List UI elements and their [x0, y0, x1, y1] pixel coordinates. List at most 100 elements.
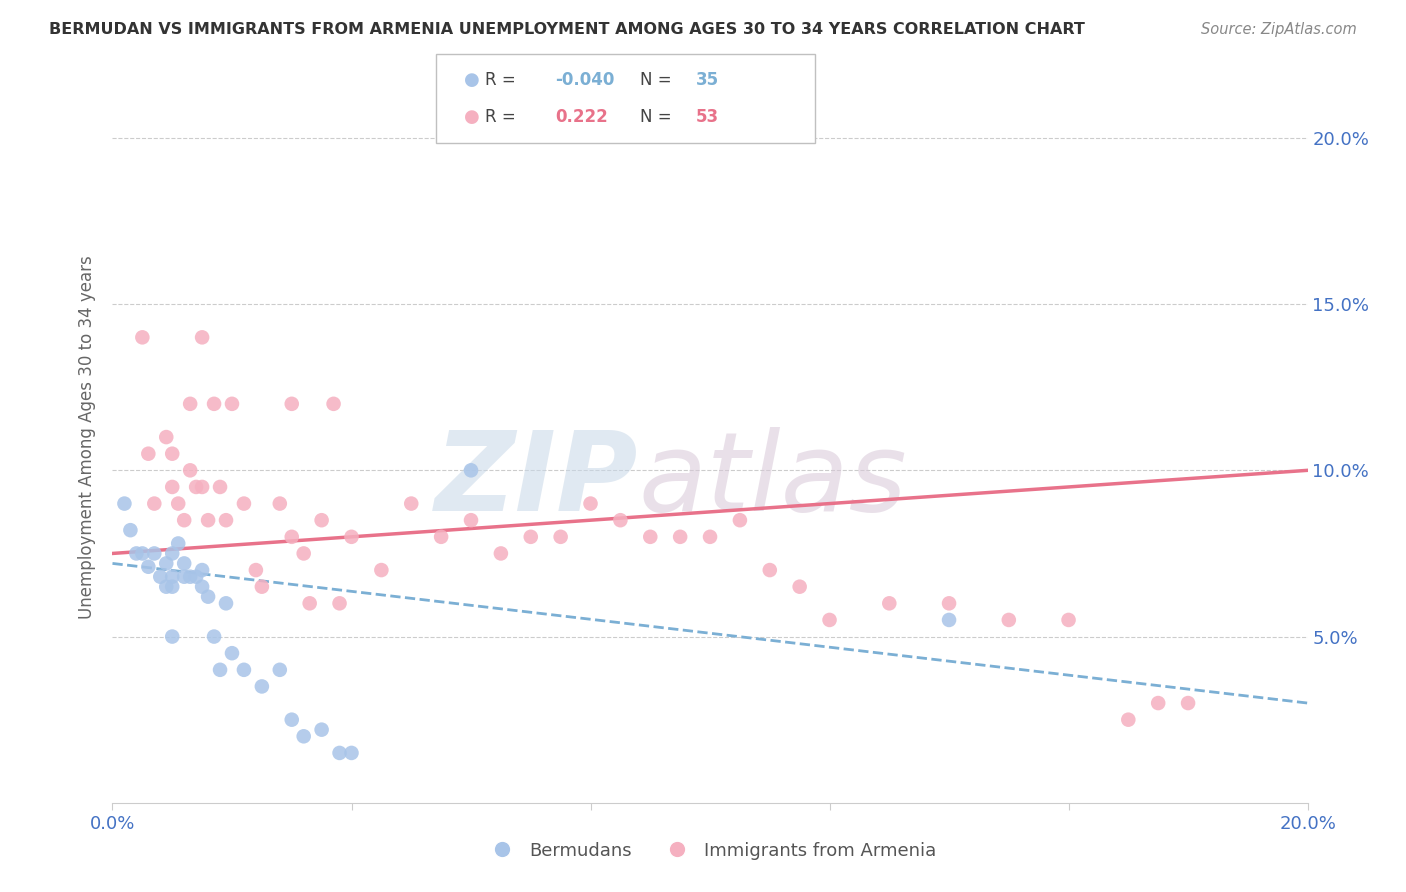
Text: 53: 53 — [696, 109, 718, 127]
Point — [173, 557, 195, 571]
Point — [329, 596, 352, 610]
Point — [879, 596, 901, 610]
Point — [149, 570, 172, 584]
Point — [155, 580, 177, 594]
Text: ●: ● — [464, 71, 479, 89]
Point — [138, 559, 160, 574]
Point — [281, 530, 304, 544]
Point — [221, 646, 243, 660]
Point — [138, 447, 160, 461]
Point — [311, 513, 333, 527]
Point — [162, 447, 183, 461]
Point — [202, 630, 225, 644]
Point — [155, 557, 177, 571]
Point — [143, 497, 166, 511]
Point — [191, 580, 214, 594]
Text: 0.222: 0.222 — [555, 109, 609, 127]
Point — [120, 523, 142, 537]
Point — [162, 580, 183, 594]
Point — [131, 330, 153, 344]
Point — [186, 570, 208, 584]
Point — [292, 729, 315, 743]
Point — [250, 680, 273, 694]
Point — [329, 746, 352, 760]
Point — [340, 746, 363, 760]
Point — [281, 397, 304, 411]
Text: -0.040: -0.040 — [555, 71, 614, 89]
Point — [162, 546, 183, 560]
Point — [699, 530, 721, 544]
Legend: Bermudans, Immigrants from Armenia: Bermudans, Immigrants from Armenia — [477, 835, 943, 867]
Point — [281, 713, 304, 727]
Point — [173, 570, 195, 584]
Point — [143, 546, 166, 560]
Point — [197, 513, 219, 527]
Point — [298, 596, 321, 610]
Point — [167, 536, 190, 550]
Point — [340, 530, 363, 544]
Point — [640, 530, 662, 544]
Point — [179, 570, 201, 584]
Point — [209, 480, 232, 494]
Point — [215, 513, 238, 527]
Point — [292, 546, 315, 560]
Point — [669, 530, 692, 544]
Text: 35: 35 — [696, 71, 718, 89]
Point — [322, 397, 344, 411]
Text: N =: N = — [640, 71, 676, 89]
Point — [1118, 713, 1140, 727]
Point — [609, 513, 631, 527]
Point — [155, 430, 177, 444]
Point — [1057, 613, 1080, 627]
Point — [998, 613, 1021, 627]
Point — [728, 513, 751, 527]
Point — [269, 497, 291, 511]
Point — [233, 663, 256, 677]
Point — [789, 580, 811, 594]
Text: N =: N = — [640, 109, 676, 127]
Point — [269, 663, 291, 677]
Point — [938, 596, 960, 610]
Text: ●: ● — [464, 109, 479, 127]
Point — [221, 397, 243, 411]
Point — [311, 723, 333, 737]
Point — [489, 546, 512, 560]
Point — [818, 613, 841, 627]
Text: R =: R = — [485, 109, 526, 127]
Point — [938, 613, 960, 627]
Text: atlas: atlas — [638, 427, 907, 534]
Point — [209, 663, 232, 677]
Point — [191, 480, 214, 494]
Point — [579, 497, 602, 511]
Point — [401, 497, 423, 511]
Point — [520, 530, 543, 544]
Point — [250, 580, 273, 594]
Point — [179, 397, 201, 411]
Point — [460, 463, 482, 477]
Point — [179, 463, 201, 477]
Point — [245, 563, 267, 577]
Point — [191, 563, 214, 577]
Point — [202, 397, 225, 411]
Point — [759, 563, 782, 577]
Point — [191, 330, 214, 344]
Point — [186, 480, 208, 494]
Point — [233, 497, 256, 511]
Point — [162, 570, 183, 584]
Point — [1177, 696, 1199, 710]
Point — [125, 546, 148, 560]
Point — [460, 513, 482, 527]
Y-axis label: Unemployment Among Ages 30 to 34 years: Unemployment Among Ages 30 to 34 years — [77, 255, 96, 619]
Text: R =: R = — [485, 71, 522, 89]
Point — [197, 590, 219, 604]
Point — [173, 513, 195, 527]
Point — [430, 530, 453, 544]
Point — [550, 530, 572, 544]
Point — [215, 596, 238, 610]
Point — [131, 546, 153, 560]
Point — [370, 563, 392, 577]
Text: ZIP: ZIP — [434, 427, 638, 534]
Point — [162, 630, 183, 644]
Point — [114, 497, 135, 511]
Point — [167, 497, 190, 511]
